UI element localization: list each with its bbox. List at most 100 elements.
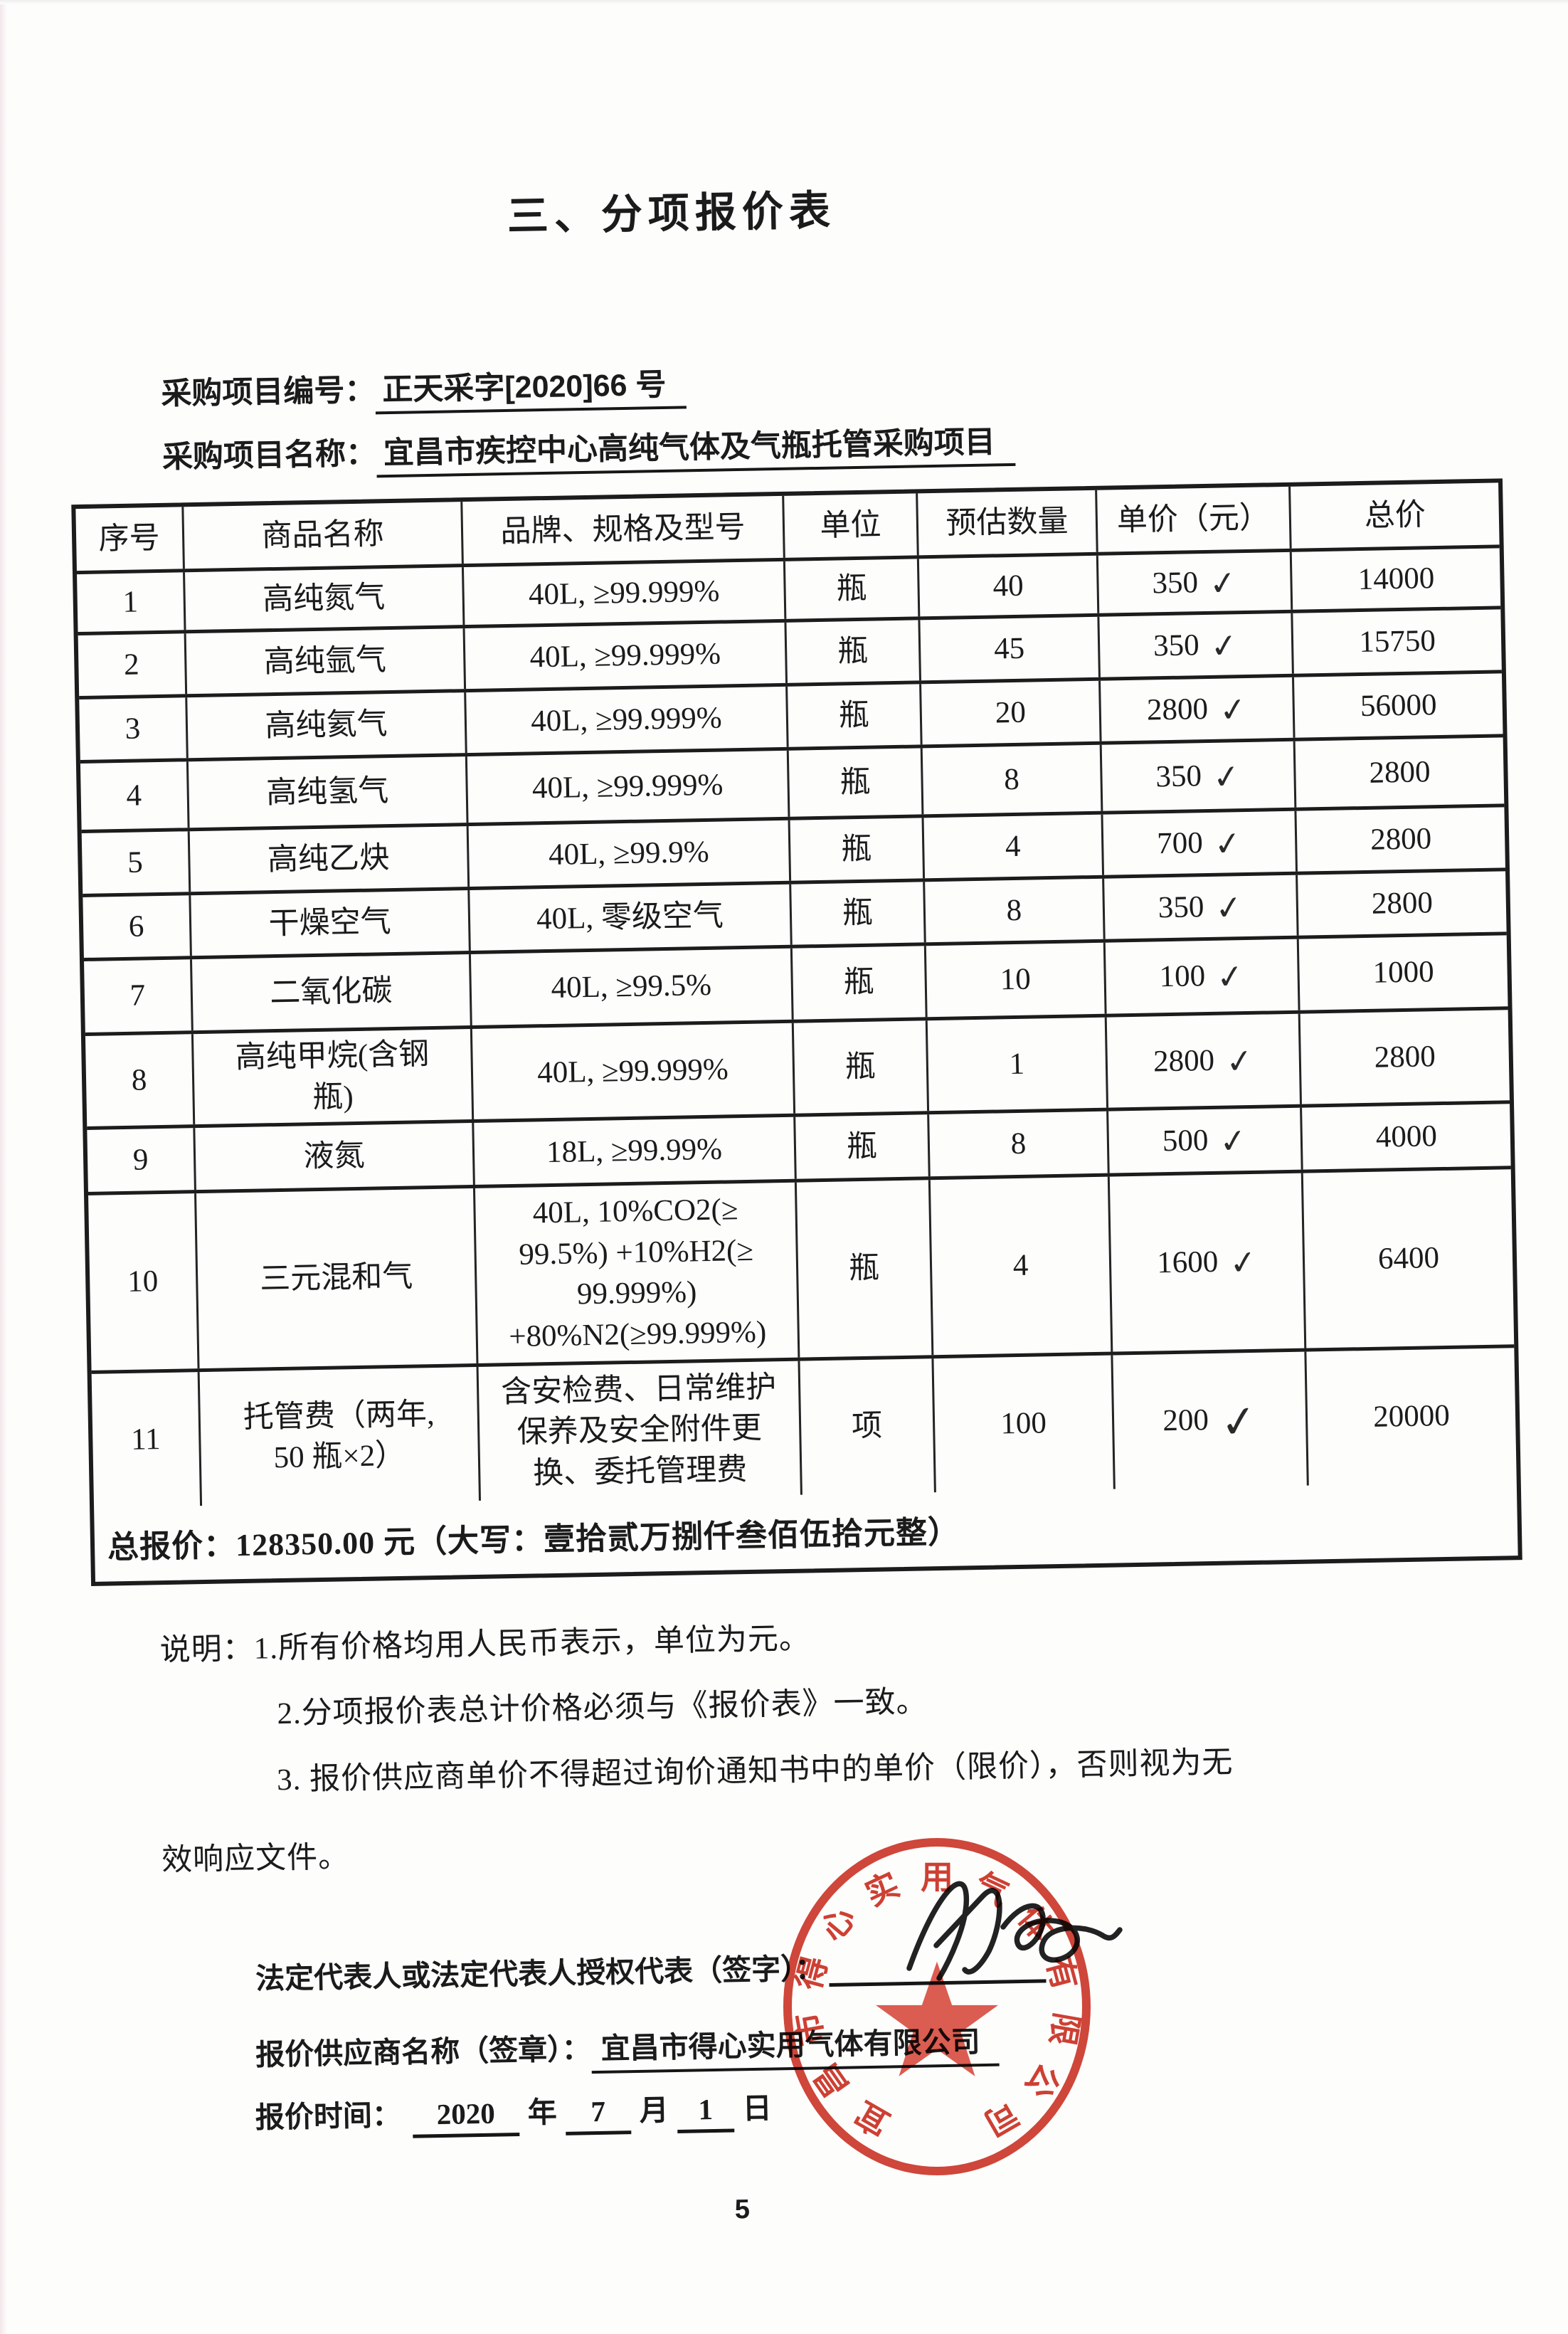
- header-spec: 品牌、规格及型号: [462, 495, 785, 564]
- cell-total: 56000: [1360, 687, 1437, 723]
- supplier-value: 宜昌市得心实用气体有限公司: [590, 2024, 1000, 2074]
- price-check-icon: ✓: [1214, 956, 1246, 998]
- cell-unit: 瓶: [786, 620, 921, 683]
- cell-unit: 瓶: [788, 684, 923, 747]
- cell-qty: 20: [921, 680, 1102, 745]
- cell-unit: 项: [800, 1358, 936, 1495]
- day-unit: 日: [742, 2091, 773, 2126]
- project-name-line: 采购项目名称： 宜昌市疾控中心高纯气体及气瓶托管采购项目: [161, 417, 1016, 478]
- cell-spec: 40L, 零级空气: [470, 884, 793, 951]
- cell-qty: 40: [918, 555, 1100, 617]
- cell-qty: 45: [920, 616, 1101, 681]
- cell-total: 6400: [1377, 1241, 1440, 1277]
- cell-unit: 瓶: [793, 1020, 930, 1114]
- cell-total: 2800: [1374, 1039, 1436, 1074]
- cell-price: 350 ✓: [1104, 875, 1299, 939]
- cell-spec: 40L, ≥99.999%: [465, 622, 788, 690]
- cell-spec: 40L, 10%CO2(≥ 99.5%) +10%H2(≥ 99.999%) +…: [475, 1182, 800, 1364]
- project-number-value: 正天采字[2020]66 号: [374, 367, 687, 415]
- project-name-label: 采购项目名称：: [161, 436, 377, 475]
- header-qty: 预估数量: [918, 490, 1098, 556]
- cell-total: 1000: [1372, 955, 1435, 990]
- cell-no: 7: [84, 959, 194, 1033]
- supplier-line: 报价供应商名称（签章）： 宜昌市得心实用气体有限公司: [255, 2017, 1000, 2074]
- unit-price-value: 350: [1158, 889, 1204, 924]
- cell-no: 3: [79, 697, 189, 761]
- cell-name: 高纯甲烷(含钢 瓶): [193, 1028, 475, 1125]
- quote-year-value: 2020: [412, 2096, 520, 2138]
- cell-no: 6: [83, 895, 192, 958]
- unit-price-value: 350: [1155, 759, 1202, 794]
- header-total: 总价: [1364, 498, 1426, 533]
- header-unit: 单位: [784, 493, 919, 558]
- header-product: 商品名称: [184, 502, 464, 569]
- cell-price: 2800 ✓: [1106, 1013, 1302, 1108]
- price-check-icon: ✓: [1224, 1040, 1256, 1082]
- cell-price: 500 ✓: [1108, 1107, 1303, 1173]
- cell-unit: 瓶: [795, 1114, 931, 1179]
- cell-spec: 40L, ≥99.999%: [466, 686, 789, 754]
- cell-no: 11: [91, 1372, 203, 1509]
- project-name-value: 宜昌市疾控中心高纯气体及气瓶托管采购项目: [376, 424, 1016, 478]
- price-check-icon: ✓: [1217, 1393, 1261, 1449]
- quote-day-value: 1: [677, 2091, 735, 2133]
- cell-price: 2800 ✓: [1101, 677, 1296, 741]
- cell-unit: 瓶: [791, 882, 926, 945]
- table-body: 1 高纯氮气 40L, ≥99.999% 瓶 40 350 ✓ 14000 2 高纯氩气 40L, …: [77, 548, 1517, 1509]
- cell-unit: 瓶: [785, 559, 921, 619]
- price-check-icon: ✓: [1212, 823, 1244, 865]
- cell-total: 2800: [1371, 885, 1434, 921]
- cell-qty: 8: [925, 878, 1106, 943]
- price-check-icon: ✓: [1208, 625, 1241, 667]
- cell-no: 9: [87, 1128, 196, 1193]
- cell-spec: 18L, ≥99.99%: [474, 1116, 797, 1186]
- unit-price-value: 1600: [1156, 1245, 1219, 1280]
- cell-qty: 1: [927, 1017, 1109, 1111]
- price-check-icon: ✓: [1227, 1242, 1260, 1284]
- cell-unit: 瓶: [796, 1180, 934, 1358]
- cell-qty: 100: [933, 1355, 1116, 1493]
- cell-total: 20000: [1372, 1399, 1451, 1435]
- quotation-table: 序号 商品名称 品牌、规格及型号 单位 预估数量 单价（元） 总价 1 高纯氮气 4…: [71, 478, 1522, 1587]
- scan-top-artifact: [0, 0, 1568, 4]
- note-line-2: 2.分项报价表总计价格必须与《报价表》一致。: [277, 1685, 928, 1731]
- cell-total: 14000: [1357, 561, 1435, 596]
- header-price: 单价（元）: [1097, 486, 1292, 552]
- cell-qty: 4: [923, 814, 1105, 879]
- cell-qty: 10: [926, 942, 1107, 1018]
- cell-no: 4: [80, 761, 190, 830]
- unit-price-value: 700: [1156, 825, 1204, 860]
- price-check-icon: ✓: [1207, 562, 1239, 604]
- cell-price: 1600 ✓: [1109, 1173, 1307, 1352]
- unit-price-value: 200: [1162, 1403, 1209, 1438]
- cell-total: 4000: [1375, 1119, 1438, 1154]
- cell-name: 高纯氩气: [186, 628, 467, 695]
- cell-name: 高纯乙炔: [189, 826, 470, 892]
- unit-price-value: 100: [1159, 959, 1206, 994]
- quote-month-value: 7: [565, 2093, 632, 2135]
- unit-price-value: 350: [1152, 565, 1199, 601]
- page-number: 5: [734, 2195, 751, 2225]
- cell-spec: 含安检费、日常维护 保养及安全附件更 换、委托管理费: [478, 1361, 802, 1501]
- note-line-1: 说明：1.所有价格均用人民币表示，单位为元。: [159, 1622, 811, 1668]
- cell-name: 托管费（两年, 50 瓶×2）: [199, 1367, 482, 1506]
- cell-unit: 瓶: [788, 748, 924, 817]
- cell-total: 2800: [1370, 821, 1432, 857]
- cell-no: 1: [77, 572, 186, 633]
- year-unit: 年: [527, 2096, 558, 2129]
- cell-spec: 40L, ≥99.999%: [472, 1023, 796, 1120]
- cell-no: 8: [85, 1034, 196, 1127]
- cell-name: 高纯氮气: [185, 567, 465, 630]
- note-line-4: 效响应文件。: [161, 1840, 350, 1878]
- cell-spec: 40L, ≥99.9%: [468, 820, 792, 887]
- supplier-label: 报价供应商名称（签章）：: [255, 2032, 592, 2071]
- cell-price: 700 ✓: [1103, 810, 1298, 875]
- cell-total: 15750: [1358, 623, 1436, 659]
- cell-price: 350 ✓: [1101, 741, 1297, 811]
- cell-price: 350 ✓: [1098, 551, 1293, 613]
- cell-no: 10: [88, 1193, 200, 1371]
- note-line-3: 3. 报价供应商单价不得超过询价通知书中的单价（限价），否则视为无: [276, 1746, 1234, 1797]
- unit-price-value: 2800: [1146, 692, 1209, 727]
- cell-name: 干燥空气: [191, 890, 471, 956]
